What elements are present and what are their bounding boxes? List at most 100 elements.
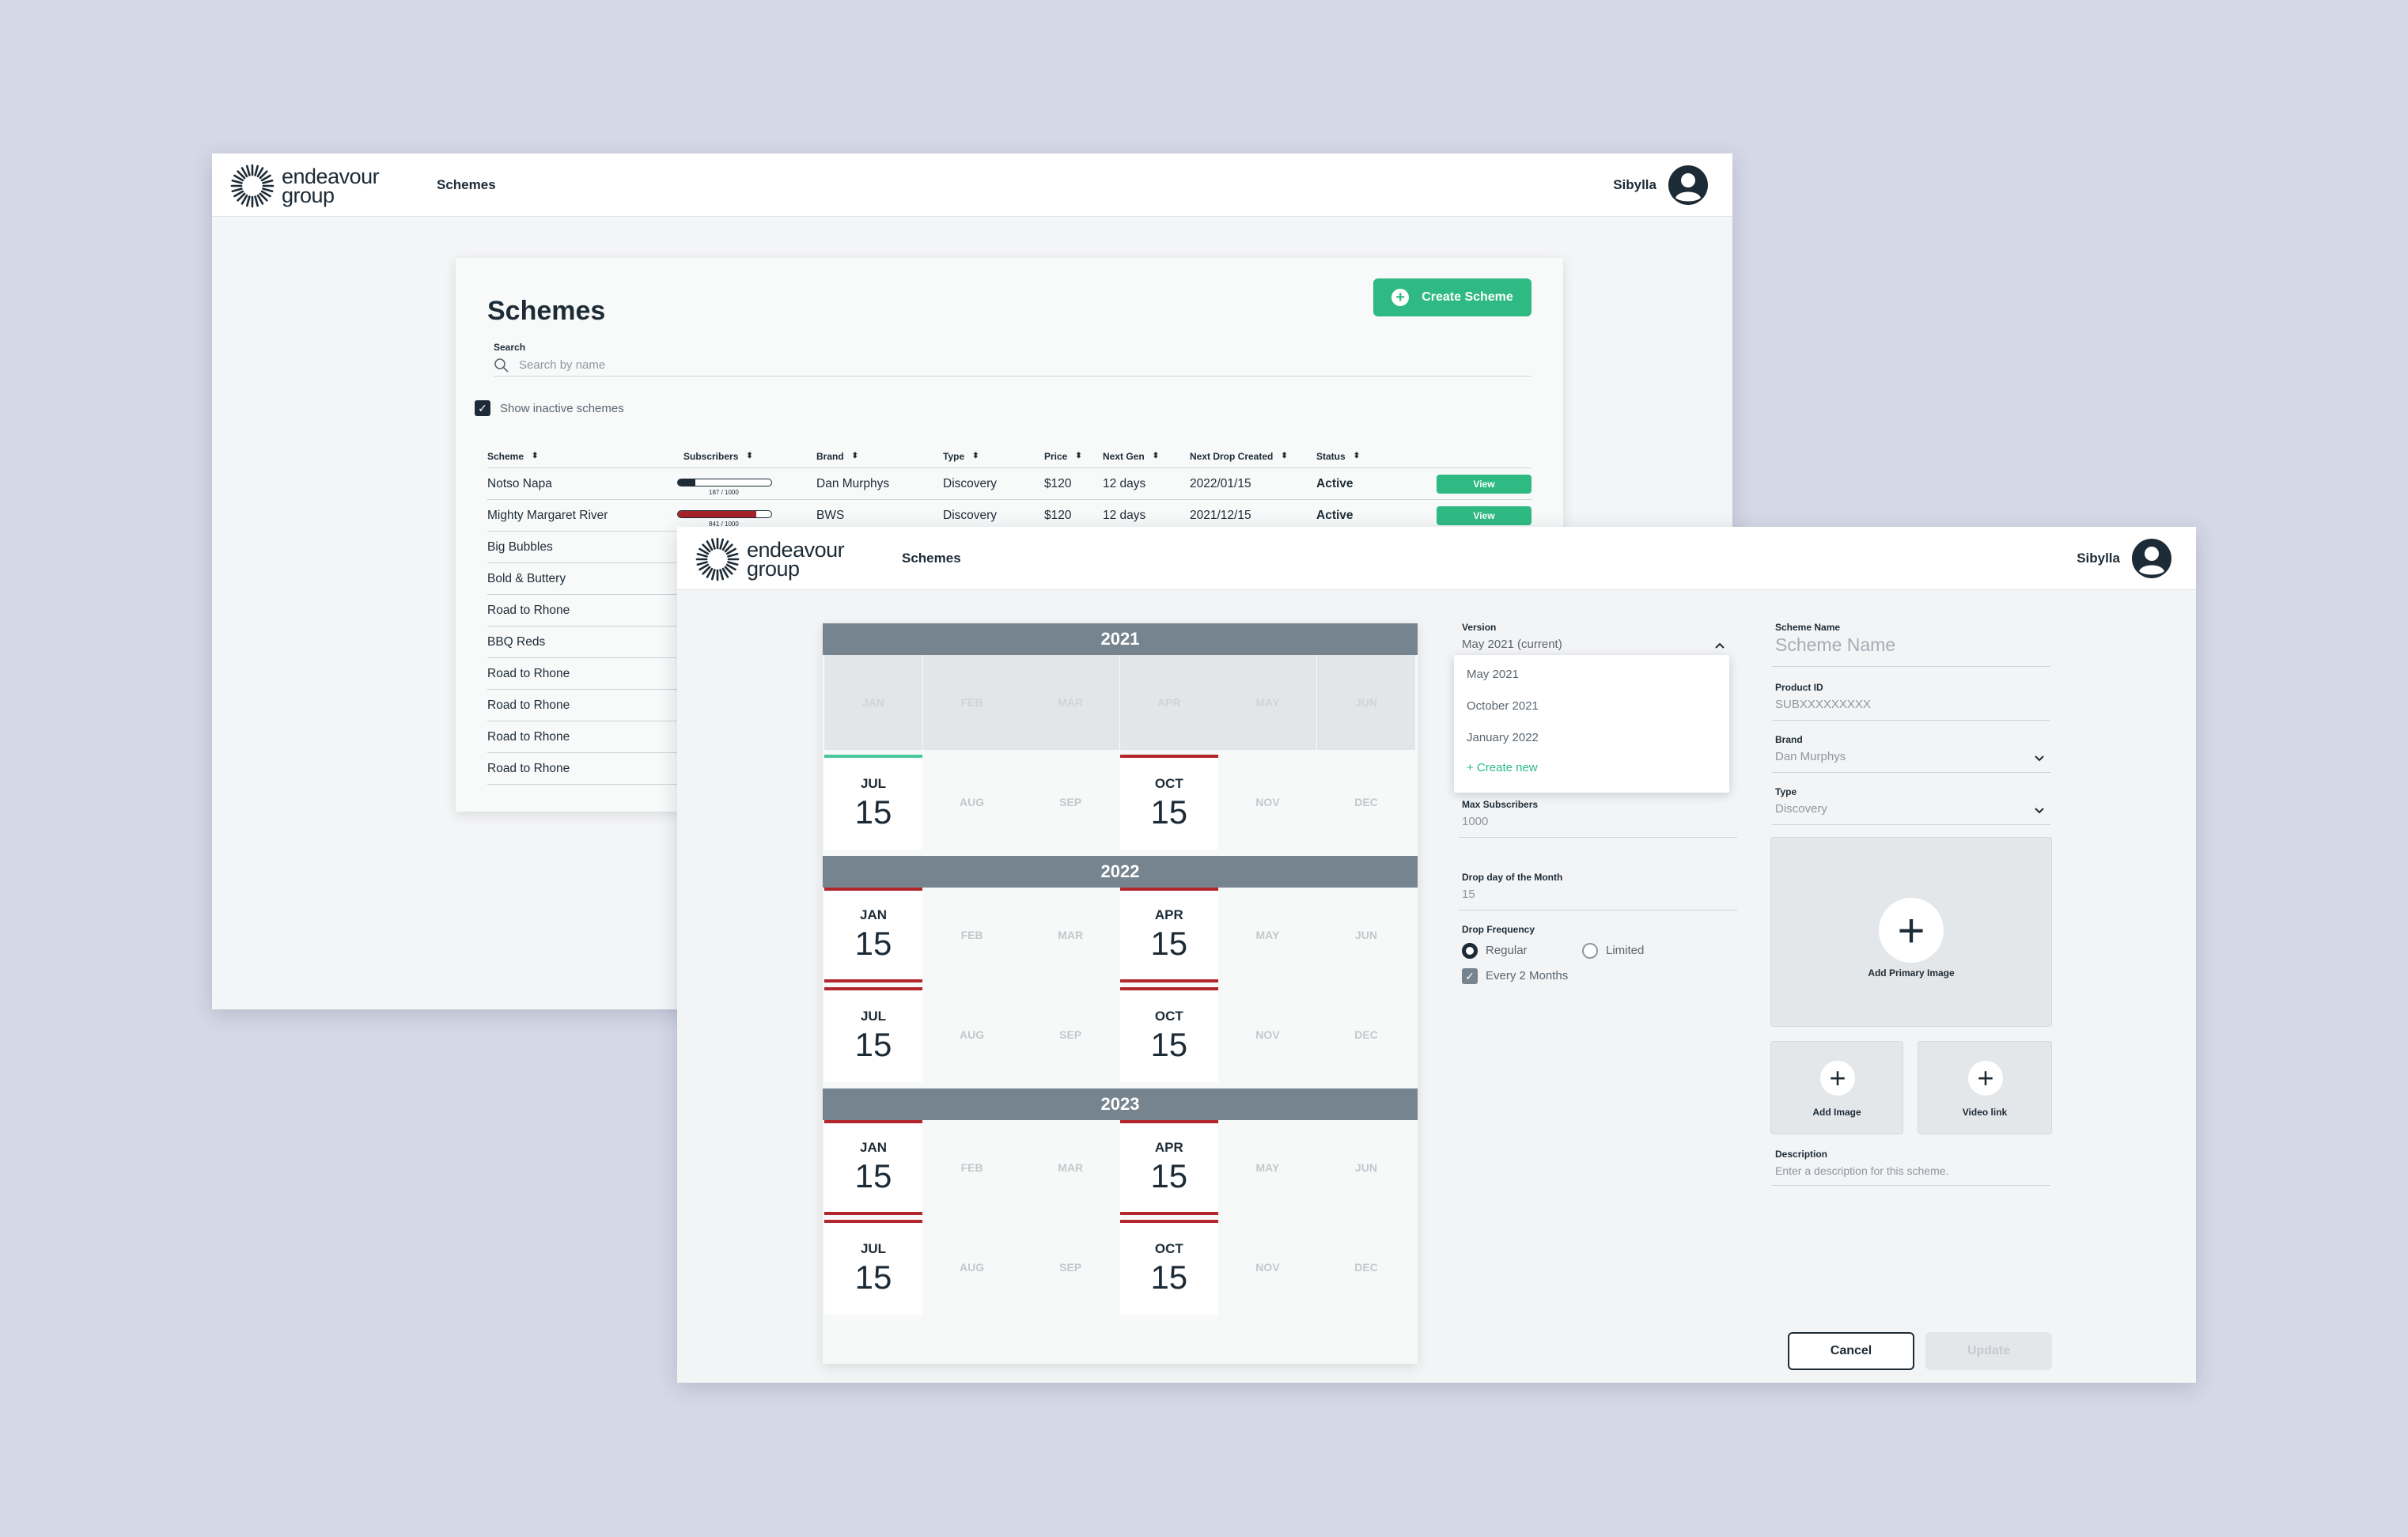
chevron-up-icon[interactable]: [1713, 639, 1726, 652]
month-label: DEC: [1354, 1261, 1378, 1274]
column-header-next-gen[interactable]: Next Gen ⬍: [1103, 451, 1160, 462]
update-button[interactable]: Update: [1925, 1332, 2052, 1370]
plus-icon[interactable]: +: [1968, 1061, 2003, 1096]
month-cell-jul[interactable]: JUL 15: [824, 987, 922, 1082]
max-subscribers-label: Max Subscribers: [1462, 799, 1539, 810]
drop-calendar: 2021 JAN FEB MAR APR MAY JUN JUL 15 AUG SEP OCT 15 NO…: [823, 623, 1418, 1364]
next-gen-cell: 12 days: [1103, 509, 1146, 522]
month-cell-aug: AUG: [923, 1220, 1021, 1315]
drop-day-label: Drop day of the Month: [1462, 872, 1563, 883]
drop-day-field[interactable]: 15: [1462, 888, 1475, 901]
month-cell-apr[interactable]: APR 15: [1119, 1120, 1218, 1215]
month-cell-oct[interactable]: OCT 15: [1119, 1220, 1218, 1315]
every-2-months-checkbox[interactable]: ✓: [1462, 968, 1478, 984]
scheme-name-field[interactable]: Scheme Name: [1775, 634, 1896, 655]
radio-regular[interactable]: [1462, 943, 1478, 959]
column-header-subscribers[interactable]: Subscribers ⬍: [683, 451, 753, 462]
status-badge: Active: [1316, 477, 1354, 490]
column-header-status[interactable]: Status ⬍: [1316, 451, 1361, 462]
sort-icon: ⬍: [1353, 452, 1361, 460]
month-cell-dec: DEC: [1317, 987, 1415, 1082]
next-drop-cell: 2022/01/15: [1190, 477, 1251, 490]
video-link-upload[interactable]: + Video link: [1918, 1041, 2052, 1134]
year-header: 2022: [823, 856, 1418, 888]
month-label: MAY: [1255, 1161, 1280, 1174]
version-select[interactable]: May 2021 (current): [1462, 638, 1562, 651]
max-subscribers-field[interactable]: 1000: [1462, 815, 1489, 828]
column-header-type[interactable]: Type ⬍: [943, 451, 979, 462]
avatar-icon[interactable]: [1668, 165, 1709, 206]
month-cell-jun: JUN: [1317, 888, 1415, 982]
radio-limited-label: Limited: [1606, 944, 1645, 957]
product-id-field[interactable]: SUBXXXXXXXXX: [1775, 698, 1871, 711]
radio-limited[interactable]: [1582, 943, 1598, 959]
month-label: APR: [1154, 907, 1183, 922]
month-cell-sep: SEP: [1021, 755, 1119, 850]
month-cell-mar: MAR: [1021, 1120, 1119, 1215]
create-scheme-button[interactable]: + Create Scheme: [1373, 278, 1532, 316]
search-input[interactable]: [519, 358, 994, 372]
chevron-down-icon[interactable]: [2033, 804, 2046, 816]
month-cell-sep: SEP: [1021, 987, 1119, 1082]
user-menu[interactable]: Sibylla: [1613, 165, 1709, 206]
search-field: [494, 354, 1532, 377]
month-label: JUL: [860, 1241, 887, 1256]
endeavour-logo[interactable]: endeavour group: [229, 163, 380, 209]
create-version-link[interactable]: + Create new: [1467, 761, 1538, 774]
month-label: MAY: [1255, 696, 1280, 709]
add-image-upload[interactable]: + Add Image: [1770, 1041, 1903, 1134]
version-option[interactable]: May 2021: [1467, 668, 1519, 681]
month-cell-jul[interactable]: JUL 15: [824, 1220, 922, 1315]
month-label: JUN: [1354, 1161, 1377, 1174]
month-cell-oct[interactable]: OCT 15: [1119, 987, 1218, 1082]
month-label: AUG: [960, 796, 985, 808]
cancel-button[interactable]: Cancel: [1788, 1332, 1914, 1370]
primary-image-upload[interactable]: + Add Primary Image: [1770, 837, 2052, 1027]
column-header-price[interactable]: Price ⬍: [1044, 451, 1082, 462]
sort-icon: ⬍: [1075, 452, 1082, 460]
table-row[interactable]: Notso Napa 187 / 1000 Dan Murphys Discovery…: [487, 468, 1532, 500]
table-row[interactable]: Mighty Margaret River 841 / 1000 BWS Discov…: [487, 500, 1532, 532]
column-header-next-drop[interactable]: Next Drop Created ⬍: [1190, 451, 1288, 462]
status-badge: Active: [1316, 509, 1354, 522]
sort-icon: ⬍: [1152, 452, 1160, 460]
version-option[interactable]: October 2021: [1467, 699, 1539, 713]
month-label: MAR: [1058, 696, 1084, 709]
version-option[interactable]: January 2022: [1467, 731, 1539, 744]
view-button[interactable]: View: [1437, 475, 1532, 494]
nav-schemes-link[interactable]: Schemes: [437, 177, 496, 192]
month-label: JAN: [861, 696, 884, 709]
month-label: JUN: [1354, 696, 1377, 709]
nav-schemes-link[interactable]: Schemes: [902, 551, 961, 566]
month-cell-apr[interactable]: APR 15: [1119, 888, 1218, 982]
logo-text-line2: group: [747, 557, 800, 581]
version-dropdown-menu: May 2021 October 2021 January 2022 + Cre…: [1454, 655, 1729, 793]
description-field[interactable]: Enter a description for this scheme.: [1775, 1164, 1949, 1177]
price-cell: $120: [1044, 477, 1072, 490]
endeavour-logo[interactable]: endeavour group: [695, 536, 845, 582]
column-header-brand[interactable]: Brand ⬍: [816, 451, 859, 462]
column-header-scheme[interactable]: Scheme ⬍: [487, 451, 539, 462]
month-label: DEC: [1354, 796, 1378, 808]
view-button[interactable]: View: [1437, 506, 1532, 525]
sort-icon: ⬍: [746, 452, 753, 460]
plus-icon[interactable]: +: [1879, 898, 1944, 963]
month-cell-jan[interactable]: JAN 15: [824, 888, 922, 982]
month-label: JAN: [859, 1140, 887, 1155]
brand-select[interactable]: Dan Murphys: [1775, 750, 1846, 763]
table-header: Scheme ⬍ Subscribers ⬍ Brand ⬍ Type ⬍ Price ⬍…: [487, 446, 1532, 468]
sunburst-logo-icon: [695, 537, 740, 581]
checkbox-checked-icon[interactable]: ✓: [475, 400, 490, 416]
chevron-down-icon[interactable]: [2033, 751, 2046, 764]
type-select[interactable]: Discovery: [1775, 802, 1827, 816]
search-icon: [494, 358, 509, 373]
show-inactive-toggle[interactable]: ✓ Show inactive schemes: [475, 400, 624, 416]
avatar-icon[interactable]: [2131, 538, 2172, 579]
user-menu[interactable]: Sibylla: [2077, 538, 2172, 579]
month-label: FEB: [960, 1161, 983, 1174]
month-cell-jan[interactable]: JAN 15: [824, 1120, 922, 1215]
brand-cell: Dan Murphys: [816, 477, 890, 490]
month-cell-jul[interactable]: JUL 15: [824, 755, 922, 850]
plus-icon[interactable]: +: [1820, 1061, 1855, 1096]
month-cell-oct[interactable]: OCT 15: [1119, 755, 1218, 850]
